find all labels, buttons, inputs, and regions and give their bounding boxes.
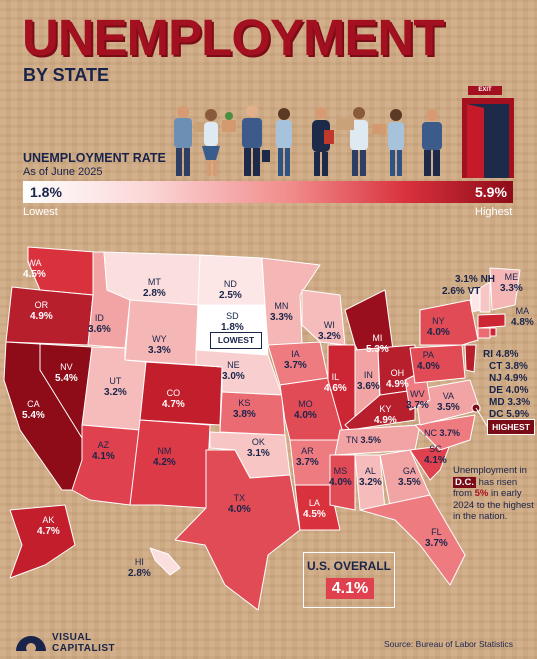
label-CA: CA 5.4% [22,399,45,421]
label-HI: HI 2.8% [128,557,151,579]
label-GA: GA 3.5% [398,466,421,488]
exit-door-illustration [462,98,514,178]
label-OK: OK 3.1% [247,437,270,459]
label-IA: IA 3.7% [284,349,307,371]
lowest-badge: LOWEST [210,332,262,349]
state-AZ [71,424,141,506]
label-NV: NV 5.4% [55,362,78,384]
scale-high-label: Highest [475,206,513,218]
state-HI [149,547,181,576]
state-RI [489,327,497,337]
us-overall-label: U.S. OVERALL [306,559,391,573]
label-AR: AR 3.7% [296,446,319,468]
state-TX [174,449,301,611]
label-DE: DE 4.0% [489,385,529,396]
state-NY [419,299,479,346]
label-VT: 2.6% VT [442,286,481,297]
label-FL: FL 3.7% [425,527,448,549]
label-WA: WA 4.5% [23,258,46,280]
visual-capitalist-logo-icon [16,636,46,653]
brand-name: VISUAL CAPITALIST [52,632,116,654]
label-UT: UT 3.2% [104,376,127,398]
state-NC [414,414,476,451]
label-NM: NM 4.2% [153,446,176,468]
state-NJ [464,344,477,373]
highest-badge: HIGHEST [487,419,535,435]
label-PA: PA 4.0% [417,350,440,372]
label-WY: WY 3.3% [148,334,171,356]
label-LA: LA 4.5% [303,498,326,520]
us-overall-box: U.S. OVERALL 4.1% [303,552,395,608]
page-subtitle: BY STATE [23,65,110,85]
label-WI: WI 3.2% [318,320,341,342]
label-SC: SC 4.1% [424,444,447,466]
source-note: Source: Bureau of Labor Statistics [384,639,513,649]
label-NY: NY 4.0% [427,316,450,338]
scale-date: As of June 2025 [23,166,103,178]
label-ID: ID 3.6% [88,313,111,335]
label-MT: MT 2.8% [143,277,166,299]
label-NC: NC 3.7% [424,428,461,438]
state-FL [359,494,466,586]
scale-min-value: 1.8% [30,184,62,200]
label-MA: MA 4.8% [511,306,534,328]
exit-sign: EXIT [468,86,502,95]
label-OH: OH 4.9% [386,368,409,390]
dc-callout-line [475,407,488,427]
state-PA [409,344,466,384]
label-CT: CT 3.8% [489,361,528,372]
state-MA [477,313,506,329]
label-RI: RI 4.8% [483,349,519,360]
label-NH: 3.1% NH [455,274,496,285]
label-IN: IN 3.6% [357,370,380,392]
label-AK: AK 4.7% [37,515,60,537]
state-MS [329,454,356,511]
state-CT [477,327,491,339]
label-MD: MD 3.3% [489,397,531,408]
label-MI: MI 5.3% [366,333,389,355]
label-ME: ME 3.3% [500,272,523,294]
label-MN: MN 3.3% [270,301,293,323]
state-WI [301,289,346,346]
state-LA [294,484,341,531]
label-NJ: NJ 4.9% [489,373,528,384]
scale-low-label: Lowest [23,206,58,218]
people-queue-illustration [174,105,442,176]
label-KY: KY 4.9% [374,404,397,426]
label-VA: VA 3.5% [437,391,460,413]
label-OR: OR 4.9% [30,300,53,322]
dc-note: Unemployment in D.C. has risen from 5% i… [453,465,534,522]
label-IL: IL 4.6% [324,372,347,394]
label-TN: TN 3.5% [346,435,382,445]
state-AK [9,504,76,579]
page-title: UNEMPLOYMENT [22,9,444,66]
scale-max-value: 5.9% [475,184,507,200]
state-NM [129,419,211,509]
label-WV: WV 3.7% [406,389,429,411]
label-AZ: AZ 4.1% [92,440,115,462]
color-scale-bar [23,181,513,203]
label-NE: NE 3.0% [222,360,245,382]
label-SD: SD 1.8% [221,311,244,333]
label-TX: TX 4.0% [228,493,251,515]
scale-title: UNEMPLOYMENT RATE [23,151,166,165]
label-CO: CO 4.7% [162,388,185,410]
label-DC: DC 5.9% [489,409,530,420]
label-ND: ND 2.5% [219,279,242,301]
label-AL: AL 3.2% [359,466,382,488]
us-overall-value: 4.1% [326,578,374,599]
label-MO: MO 4.0% [294,399,317,421]
label-KS: KS 3.8% [233,398,256,420]
label-MS: MS 4.0% [329,466,352,488]
state-NH [479,281,491,313]
state-ME [489,267,521,311]
